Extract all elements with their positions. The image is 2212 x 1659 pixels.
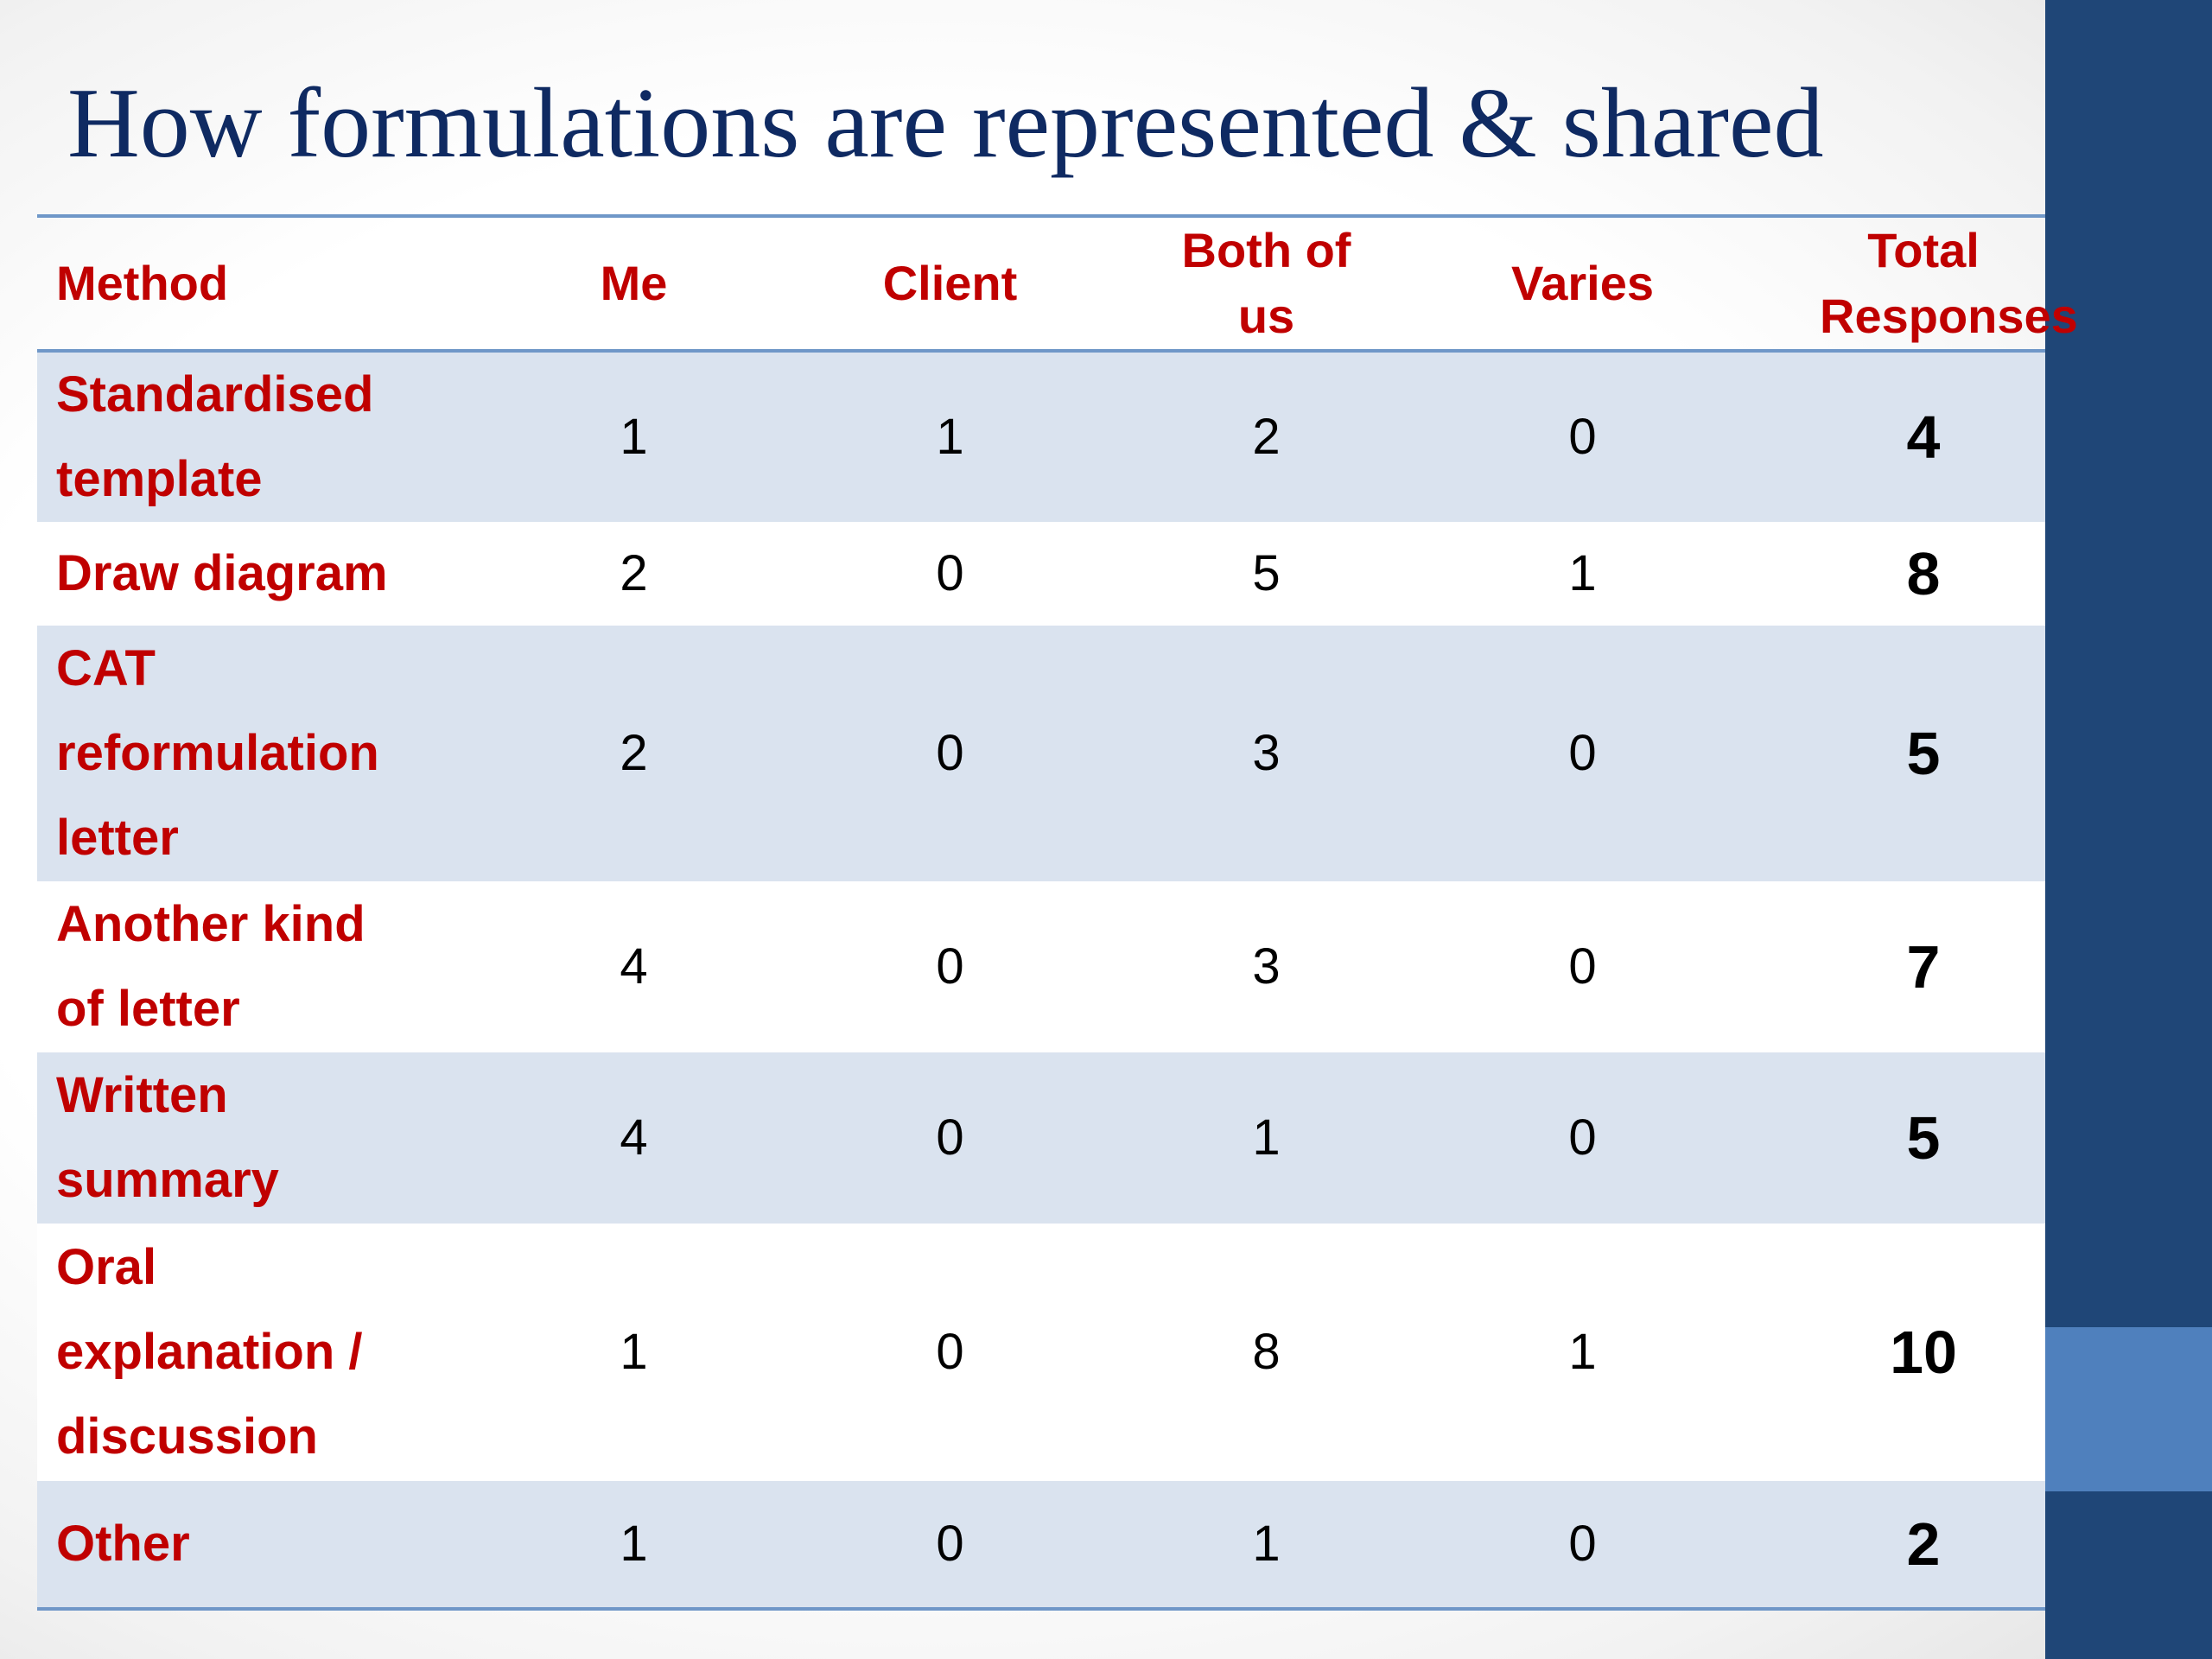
row-me: 1 (620, 1516, 648, 1572)
row-method: Another kind of letter (56, 896, 365, 1037)
row-me: 2 (620, 545, 648, 601)
row-method: Oral explanation / discussion (56, 1239, 363, 1465)
row-both: 3 (1252, 938, 1281, 995)
header-varies: Varies (1510, 256, 1655, 310)
row-me: 4 (620, 938, 648, 995)
row-total: 5 (1906, 720, 1941, 787)
row-total: 7 (1906, 933, 1941, 1001)
row-method: Draw diagram (56, 545, 388, 601)
row-varies: 0 (1568, 1516, 1597, 1572)
row-varies: 0 (1568, 725, 1597, 781)
table-row: Draw diagram 2 0 5 1 8 (37, 522, 2045, 626)
table-row: Other 1 0 1 0 2 (37, 1481, 2045, 1609)
table-row: Oral explanation / discussion 1 0 8 1 10 (37, 1224, 2045, 1481)
header-me: Me (600, 256, 668, 310)
row-total: 8 (1906, 540, 1941, 607)
row-client: 0 (936, 1109, 964, 1166)
table-row: Standardised template 1 1 2 0 4 (37, 351, 2045, 522)
row-both: 3 (1252, 725, 1281, 781)
header-method: Method (56, 256, 229, 310)
row-method: Written summary (56, 1067, 279, 1208)
header-client: Client (882, 256, 1018, 310)
row-total: 5 (1906, 1104, 1941, 1172)
row-client: 0 (936, 725, 964, 781)
table-row: Another kind of letter 4 0 3 0 7 (37, 881, 2045, 1052)
row-client: 0 (936, 1324, 964, 1380)
row-both: 8 (1252, 1324, 1281, 1380)
row-me: 1 (620, 1324, 648, 1380)
row-client: 0 (936, 1516, 964, 1572)
table-header-row: Method Me Client Both of us Varies Total… (37, 216, 2078, 351)
row-method: CAT reformulation letter (56, 640, 379, 866)
row-total: 2 (1906, 1510, 1941, 1578)
row-method: Other (56, 1516, 190, 1572)
row-client: 0 (936, 545, 964, 601)
header-total-responses: Total Responses (1820, 223, 2078, 343)
row-total: 4 (1906, 404, 1941, 471)
row-both: 5 (1252, 545, 1281, 601)
row-varies: 1 (1568, 1324, 1597, 1380)
row-varies: 0 (1568, 409, 1597, 465)
row-client: 0 (936, 938, 964, 995)
row-me: 4 (620, 1109, 648, 1166)
results-table-container: Method Me Client Both of us Varies Total… (37, 214, 2078, 1611)
row-client: 1 (936, 409, 964, 465)
results-table: Method Me Client Both of us Varies Total… (37, 214, 2078, 1611)
slide-title: How formulations are represented & share… (67, 68, 1824, 179)
table-row: CAT reformulation letter 2 0 3 0 5 (37, 626, 2045, 881)
header-both-of-us: Both of us (1181, 223, 1351, 343)
row-total: 10 (1890, 1319, 1957, 1386)
row-method: Standardised template (56, 366, 374, 507)
row-both: 1 (1252, 1109, 1281, 1166)
row-both: 2 (1252, 409, 1281, 465)
row-varies: 0 (1568, 1109, 1597, 1166)
row-varies: 1 (1568, 545, 1597, 601)
row-varies: 0 (1568, 938, 1597, 995)
row-me: 1 (620, 409, 648, 465)
row-me: 2 (620, 725, 648, 781)
sidebar-accent-block (2045, 1327, 2212, 1491)
row-both: 1 (1252, 1516, 1281, 1572)
table-row: Written summary 4 0 1 0 5 (37, 1052, 2045, 1224)
